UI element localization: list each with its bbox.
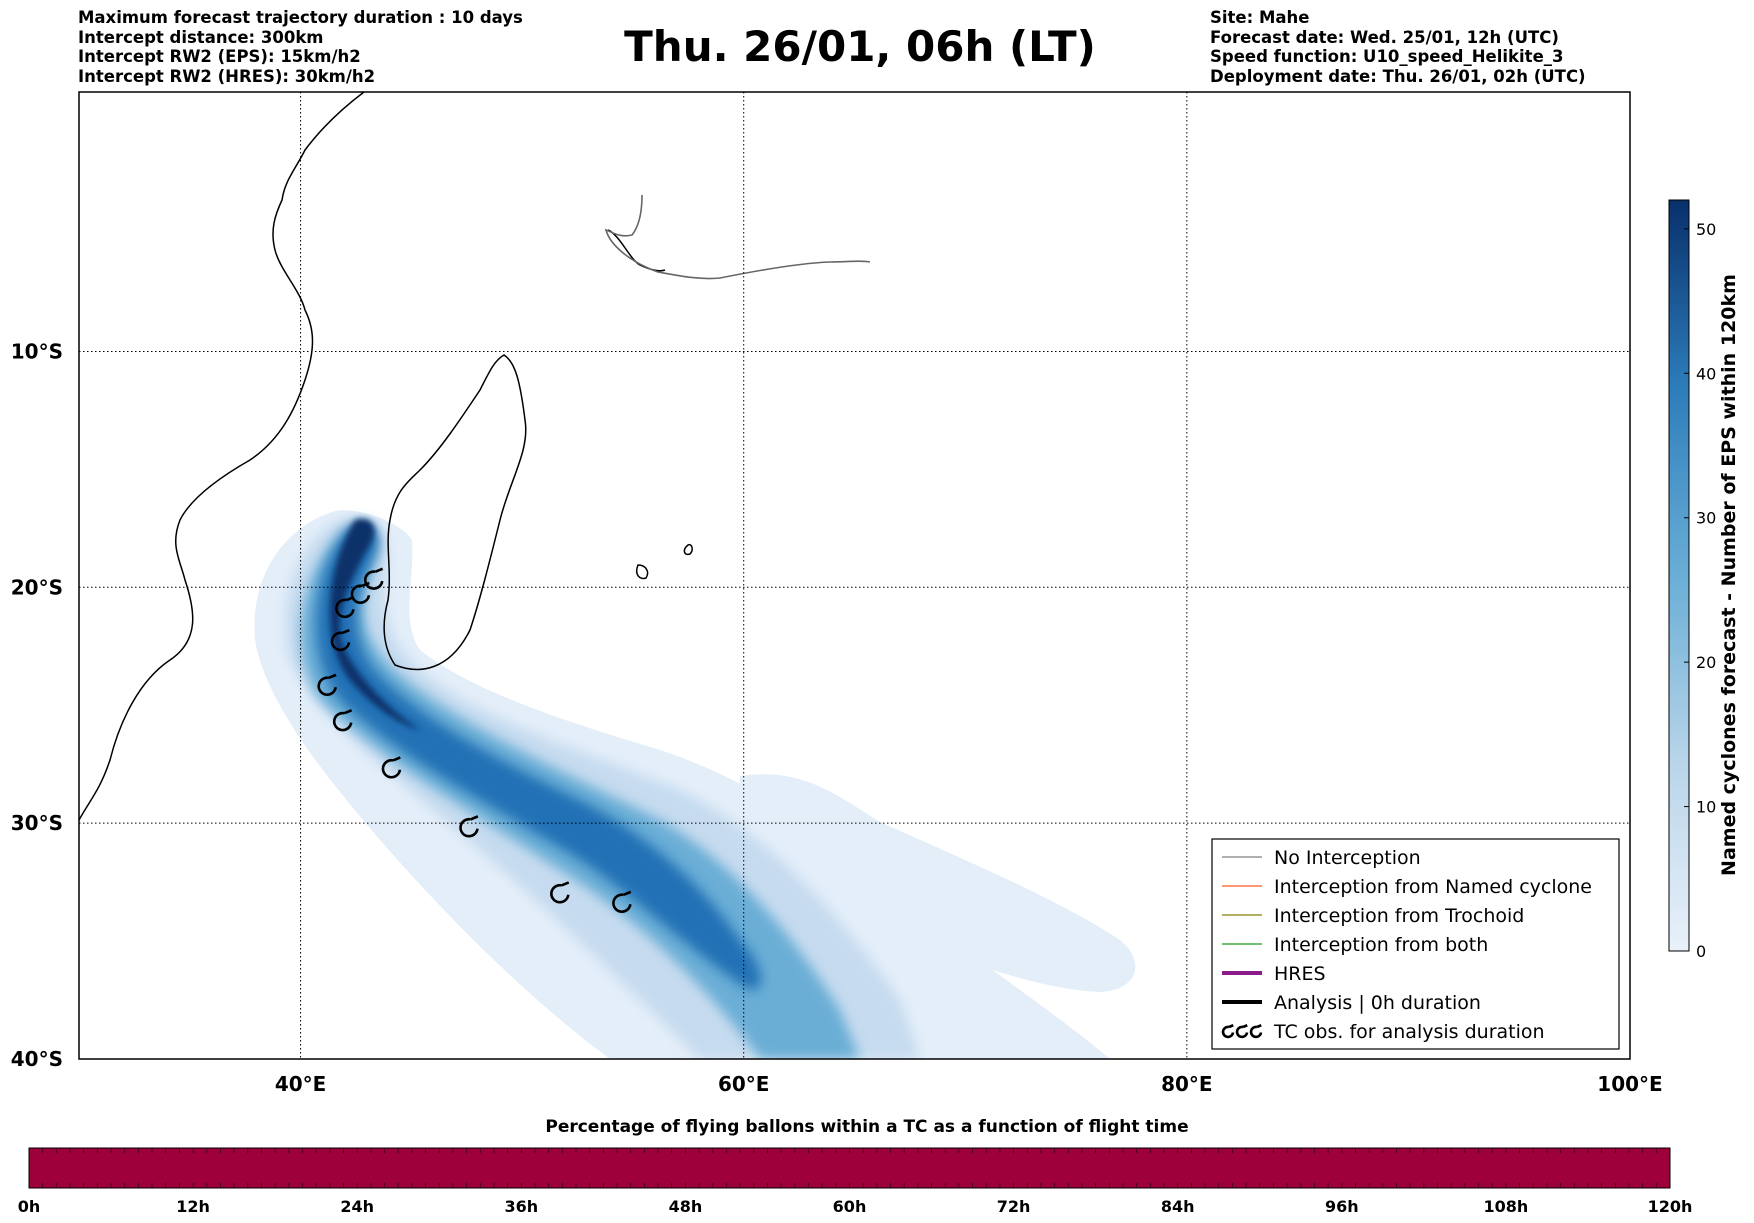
bottom-tick-label: 96h	[1325, 1197, 1359, 1216]
madagascar-coast	[383, 354, 527, 671]
colorbar-label: Named cyclones forecast - Number of EPS …	[1718, 274, 1740, 876]
bottom-bar-title: Percentage of flying ballons within a TC…	[545, 1117, 1188, 1137]
lon-tick-label: 100°E	[1597, 1072, 1662, 1096]
bottom-tick-label: 84h	[1161, 1197, 1195, 1216]
legend-item: Analysis | 0h duration	[1222, 992, 1481, 1014]
legend-label: Interception from Trochoid	[1274, 905, 1524, 927]
legend-label: Interception from Named cyclone	[1274, 876, 1592, 898]
header-line-forecast-date: Forecast date: Wed. 25/01, 12h (UTC)	[1210, 27, 1559, 47]
lat-tick-label: 40°S	[11, 1047, 63, 1071]
lon-tick-label: 80°E	[1161, 1072, 1213, 1096]
tc-observations	[317, 567, 632, 913]
map-frame	[78, 91, 1631, 1060]
header-info-right: Site: Mahe Forecast date: Wed. 25/01, 12…	[1210, 8, 1586, 86]
legend-item: No Interception	[1222, 847, 1421, 869]
bottom-bar-fill	[28, 1147, 1671, 1189]
mauritius-coast	[635, 564, 649, 580]
page-title: Thu. 26/01, 06h (LT)	[624, 22, 1096, 71]
cyclone-icon	[330, 628, 351, 652]
header-info-left: Maximum forecast trajectory duration : 1…	[78, 8, 523, 86]
bottom-tick-label: 60h	[833, 1197, 867, 1216]
graticule	[79, 92, 1630, 1059]
legend: No Interception Interception from Named c…	[1211, 838, 1620, 1050]
header-line-deployment-date: Deployment date: Thu. 26/01, 02h (UTC)	[1210, 66, 1586, 86]
bottom-tick-label: 108h	[1484, 1197, 1529, 1216]
bottom-tick-label: 12h	[176, 1197, 210, 1216]
cyclone-icon	[459, 815, 479, 838]
bottom-tick-label: 0h	[18, 1197, 41, 1216]
trajectories	[604, 194, 871, 280]
bottom-tick-label: 36h	[504, 1197, 538, 1216]
lon-tick-label: 40°E	[275, 1072, 327, 1096]
cyclone-icon	[332, 709, 353, 732]
legend-item: Interception from both	[1222, 934, 1488, 956]
colorbar-gradient	[1668, 199, 1690, 952]
legend-box	[1211, 838, 1620, 1050]
colorbar-tick-label: 30	[1696, 509, 1716, 528]
legend-item: Interception from Named cyclone	[1222, 876, 1592, 898]
density-outer	[254, 510, 1110, 1059]
header-line-duration: Maximum forecast trajectory duration : 1…	[78, 8, 523, 27]
density-core	[330, 518, 420, 730]
bottom-tick-label: 48h	[669, 1197, 703, 1216]
bottom-percentage-bar: Percentage of flying ballons within a TC…	[18, 1117, 1693, 1216]
legend-label: HRES	[1274, 963, 1326, 985]
africa-coast	[79, 92, 365, 821]
bottom-tick-label: 72h	[997, 1197, 1031, 1216]
lon-tick-label: 60°E	[718, 1072, 770, 1096]
latitude-labels: 10°S 20°S 30°S 40°S	[11, 339, 63, 1071]
legend-label: Analysis | 0h duration	[1274, 992, 1481, 1014]
colorbar-tick-label: 20	[1696, 653, 1716, 672]
legend-item: HRES	[1222, 963, 1326, 985]
reunion-coast	[683, 543, 693, 556]
legend-label: No Interception	[1274, 847, 1421, 869]
header-line-site: Site: Mahe	[1210, 8, 1310, 27]
colorbar: 0 10 20 30 40 50 Named cyclones forecast - Nu…	[1668, 199, 1740, 961]
cyclone-icon	[612, 890, 632, 913]
legend-item: TC obs. for analysis duration	[1221, 1021, 1545, 1043]
colorbar-tick-label: 10	[1696, 798, 1716, 817]
colorbar-tick-label: 50	[1696, 220, 1716, 239]
lat-tick-label: 20°S	[11, 575, 63, 599]
longitude-labels: 40°E 60°E 80°E 100°E	[275, 1072, 1663, 1096]
colorbar-tick-label: 40	[1696, 364, 1716, 383]
lat-tick-label: 30°S	[11, 811, 63, 835]
cyclone-icon	[381, 756, 402, 779]
legend-cyclone-icon	[1221, 1024, 1235, 1039]
density-dark	[316, 523, 761, 990]
header-line-distance: Intercept distance: 300km	[78, 27, 324, 47]
density-outer-branch	[740, 774, 1136, 992]
cyclone-icon	[335, 595, 355, 619]
header-line-rw2-hres: Intercept RW2 (HRES): 30km/h2	[78, 66, 376, 86]
legend-cyclone-icon	[1249, 1024, 1263, 1039]
colorbar-tick-label: 0	[1696, 942, 1706, 961]
legend-cyclone-icon	[1235, 1024, 1249, 1039]
cyclone-icon	[550, 881, 570, 904]
no-interception-trajectory	[604, 194, 871, 280]
cyclone-icon	[350, 581, 371, 604]
header-line-speed-function: Speed function: U10_speed_Helikite_3	[1210, 47, 1564, 66]
bottom-tick-label: 120h	[1648, 1197, 1693, 1216]
legend-item: Interception from Trochoid	[1222, 905, 1524, 927]
header-line-rw2-eps: Intercept RW2 (EPS): 15km/h2	[78, 47, 361, 66]
legend-label: Interception from both	[1274, 934, 1488, 956]
legend-label: TC obs. for analysis duration	[1273, 1021, 1545, 1043]
cyclone-icon	[317, 673, 337, 696]
eps-density-field	[254, 510, 1136, 1059]
bottom-tick-label: 24h	[340, 1197, 374, 1216]
lat-tick-label: 10°S	[11, 339, 63, 363]
